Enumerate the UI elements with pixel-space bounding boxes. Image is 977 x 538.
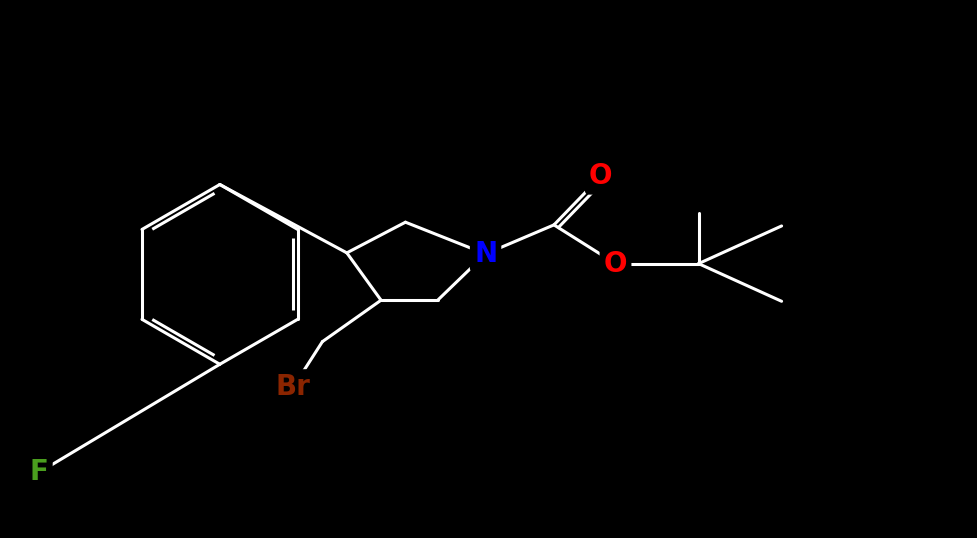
Text: O: O — [589, 162, 613, 190]
Text: Br: Br — [276, 373, 311, 401]
Text: N: N — [474, 240, 497, 268]
Text: O: O — [604, 250, 627, 278]
Text: F: F — [29, 458, 49, 486]
